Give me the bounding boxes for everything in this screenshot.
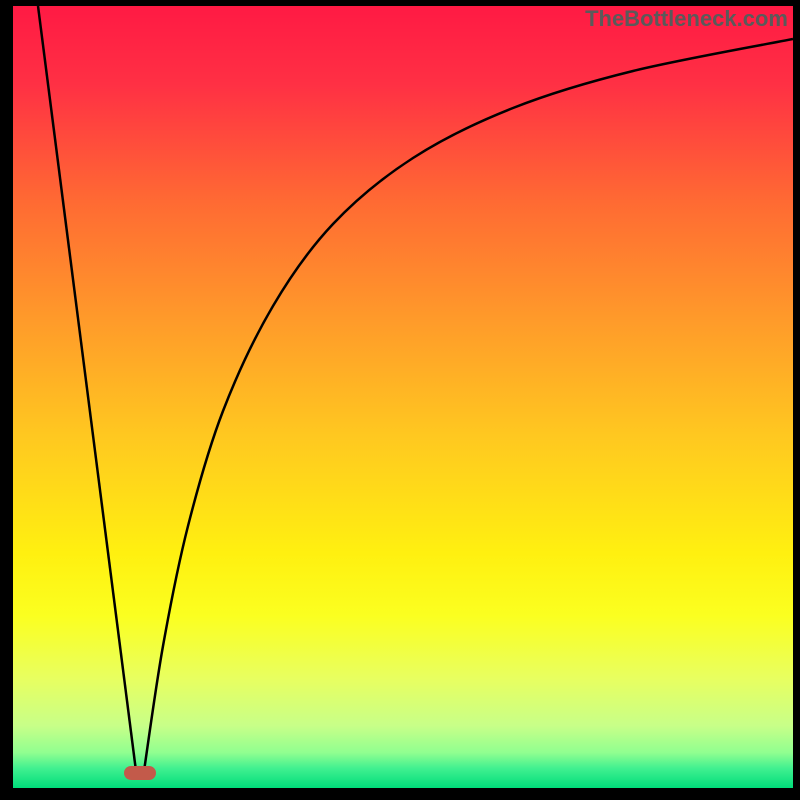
curve-right-segment xyxy=(144,39,793,771)
chart-svg xyxy=(13,6,793,788)
curve-left-segment xyxy=(38,6,136,771)
watermark-text: TheBottleneck.com xyxy=(585,6,788,32)
plot-area xyxy=(13,6,793,788)
vertex-marker xyxy=(124,766,156,780)
